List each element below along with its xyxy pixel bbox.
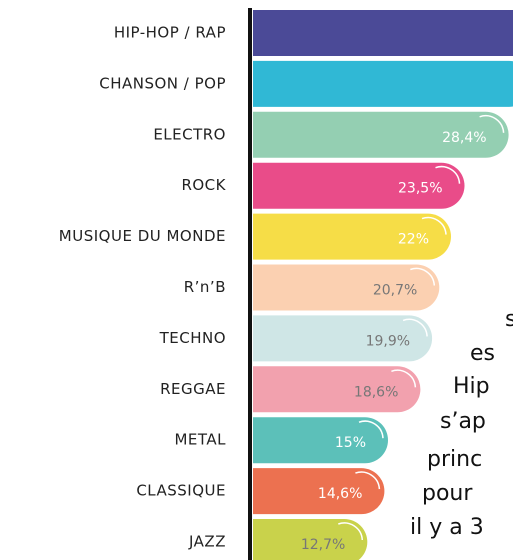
annotation-text: il y a 3 <box>410 515 484 540</box>
category-label: R’n’B <box>184 278 226 296</box>
category-label: METAL <box>174 431 226 449</box>
bar-highlight <box>479 115 505 133</box>
value-label: 28,4% <box>442 130 486 146</box>
bar <box>253 366 421 413</box>
bar-highlight <box>358 420 384 439</box>
value-label: 12,7% <box>301 537 345 553</box>
category-label: CHANSON / POP <box>99 74 226 92</box>
value-label: 22% <box>398 232 429 248</box>
bar <box>253 417 388 464</box>
bar <box>253 264 440 311</box>
bar <box>253 213 451 260</box>
bar <box>253 315 433 362</box>
category-label: ELECTRO <box>153 125 226 143</box>
bar-highlight <box>338 522 364 541</box>
annotation-text: pour <box>422 481 473 506</box>
bar <box>253 468 385 515</box>
bar <box>253 10 513 56</box>
value-label: 18,6% <box>354 384 398 400</box>
bar <box>253 519 368 560</box>
bar-highlight <box>421 216 447 235</box>
category-label: HIP-HOP / RAP <box>114 24 226 42</box>
value-label: 23,5% <box>398 181 442 197</box>
category-label: MUSIQUE DU MONDE <box>59 227 226 245</box>
bar <box>253 162 465 209</box>
bar-highlight <box>355 471 381 490</box>
annotation-text: s <box>505 307 513 332</box>
bar-highlight <box>391 369 417 388</box>
annotation-text: Hip <box>453 374 490 399</box>
annotation-text: princ <box>427 447 482 472</box>
category-label: REGGAE <box>160 380 226 398</box>
bar-highlight <box>402 318 428 337</box>
bar-highlight <box>410 267 436 286</box>
category-label: ROCK <box>181 176 226 194</box>
value-label: 19,9% <box>366 333 410 349</box>
value-label: 20,7% <box>373 283 417 299</box>
value-label: 15% <box>335 435 366 451</box>
bar-highlight <box>435 165 461 184</box>
category-label: TECHNO <box>159 329 226 347</box>
bar <box>253 111 509 158</box>
category-label: CLASSIQUE <box>136 482 226 500</box>
value-label: 14,6% <box>318 486 362 502</box>
annotation-text: s’ap <box>440 409 486 434</box>
bar <box>253 60 513 107</box>
category-label: JAZZ <box>188 533 226 551</box>
annotation-text: es <box>470 341 495 366</box>
